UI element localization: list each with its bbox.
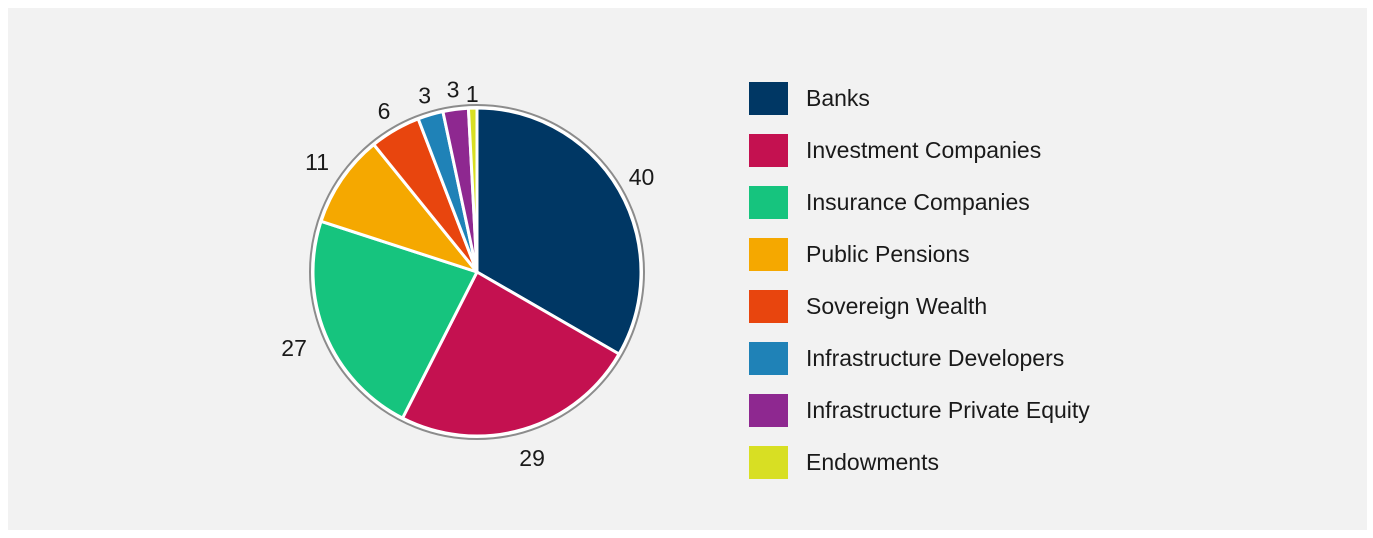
legend: Banks Investment Companies Insurance Com… — [749, 72, 1090, 488]
legend-item-banks: Banks — [749, 72, 1090, 124]
legend-label: Banks — [806, 84, 870, 111]
legend-swatch — [749, 289, 788, 323]
pie-slice-endowments — [466, 106, 479, 274]
data-label-public-pensions: 11 — [305, 149, 329, 175]
legend-item-infrastructure-private-equity: Infrastructure Private Equity — [749, 384, 1090, 436]
pie-slice-public-pensions — [319, 143, 479, 274]
legend-label: Insurance Companies — [806, 188, 1030, 215]
legend-swatch — [749, 185, 788, 219]
chart-panel: 40 29 27 11 6 3 3 1 Banks Investment Companies … — [8, 8, 1367, 530]
legend-item-insurance-companies: Insurance Companies — [749, 176, 1090, 228]
legend-swatch — [749, 341, 788, 375]
data-label-infrastructure-developers: 3 — [418, 83, 431, 109]
legend-label: Public Pensions — [806, 240, 970, 267]
data-label-sovereign-wealth: 6 — [378, 98, 391, 124]
legend-label: Investment Companies — [806, 136, 1042, 163]
pie-slice-insurance-companies — [311, 219, 479, 420]
legend-swatch — [749, 237, 788, 271]
legend-swatch — [749, 133, 788, 167]
legend-item-endowments: Endowments — [749, 436, 1090, 488]
data-label-infrastructure-private-equity: 3 — [447, 77, 460, 103]
data-label-endowments: 1 — [466, 81, 479, 107]
legend-swatch — [749, 81, 788, 115]
legend-item-sovereign-wealth: Sovereign Wealth — [749, 280, 1090, 332]
legend-label: Infrastructure Private Equity — [806, 396, 1090, 423]
legend-swatch — [749, 445, 788, 479]
pie-slice-banks — [475, 106, 643, 356]
data-label-banks: 40 — [629, 164, 655, 190]
legend-item-investment-companies: Investment Companies — [749, 124, 1090, 176]
legend-swatch — [749, 393, 788, 427]
data-label-investment-companies: 29 — [519, 445, 545, 471]
legend-item-infrastructure-developers: Infrastructure Developers — [749, 332, 1090, 384]
legend-item-public-pensions: Public Pensions — [749, 228, 1090, 280]
legend-label: Infrastructure Developers — [806, 344, 1065, 371]
legend-label: Sovereign Wealth — [806, 292, 988, 319]
legend-label: Endowments — [806, 448, 939, 475]
data-label-insurance-companies: 27 — [281, 335, 307, 361]
